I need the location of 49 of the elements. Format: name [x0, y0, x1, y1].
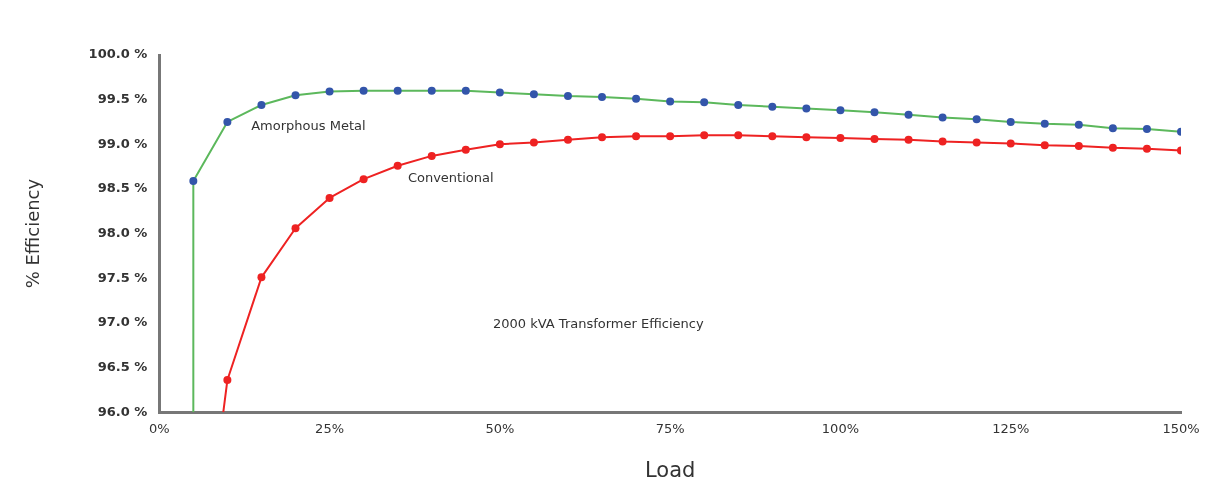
series-label: Conventional	[407, 169, 494, 185]
point	[359, 175, 368, 184]
x-tick-label: 25%	[315, 421, 345, 437]
x-tick-label: 100%	[821, 421, 860, 437]
point	[257, 273, 266, 282]
y-tick-label: 97.5 %	[97, 269, 148, 285]
y-tick-label: 96.0 %	[97, 403, 148, 419]
annotation: 2000 kVA Transformer Efficiency	[493, 316, 704, 332]
point	[325, 193, 334, 202]
point	[972, 138, 981, 147]
x-tick-label: 125%	[992, 421, 1030, 437]
point	[1040, 141, 1049, 150]
point	[529, 138, 538, 147]
y-tick-label: 98.5 %	[97, 180, 148, 196]
y-tick-label: 96.5 %	[97, 358, 148, 374]
x-tick-label: 0%	[148, 421, 170, 437]
point	[700, 131, 709, 140]
series-label: Amorphous Metal	[251, 117, 366, 133]
point	[427, 151, 436, 160]
x-tick-label: 75%	[655, 421, 685, 437]
point	[1108, 143, 1117, 152]
point	[1074, 142, 1083, 151]
y-tick-label: 97.0 %	[97, 314, 148, 330]
point	[870, 134, 879, 143]
point	[938, 137, 947, 146]
point	[666, 132, 675, 141]
point	[734, 131, 743, 140]
x-axis-title: Load	[644, 457, 696, 482]
point	[632, 132, 641, 141]
point	[802, 133, 811, 142]
point	[461, 145, 470, 154]
point	[563, 135, 572, 144]
point	[291, 224, 300, 233]
point	[495, 140, 504, 149]
y-axis-title: % Efficiency	[22, 178, 44, 289]
point	[1006, 139, 1015, 148]
y-tick-label: 99.5 %	[97, 91, 148, 107]
point	[223, 376, 232, 385]
point	[1142, 144, 1151, 153]
y-tick-label: 100.0 %	[88, 46, 148, 62]
point	[393, 161, 402, 170]
point	[768, 132, 777, 141]
point	[598, 133, 607, 142]
y-tick-label: 99.0 %	[97, 135, 148, 151]
y-tick-label: 98.0 %	[97, 224, 148, 240]
point	[904, 135, 913, 144]
x-tick-label: 150%	[1162, 421, 1200, 437]
x-tick-label: 50%	[485, 421, 515, 437]
point	[836, 134, 845, 143]
